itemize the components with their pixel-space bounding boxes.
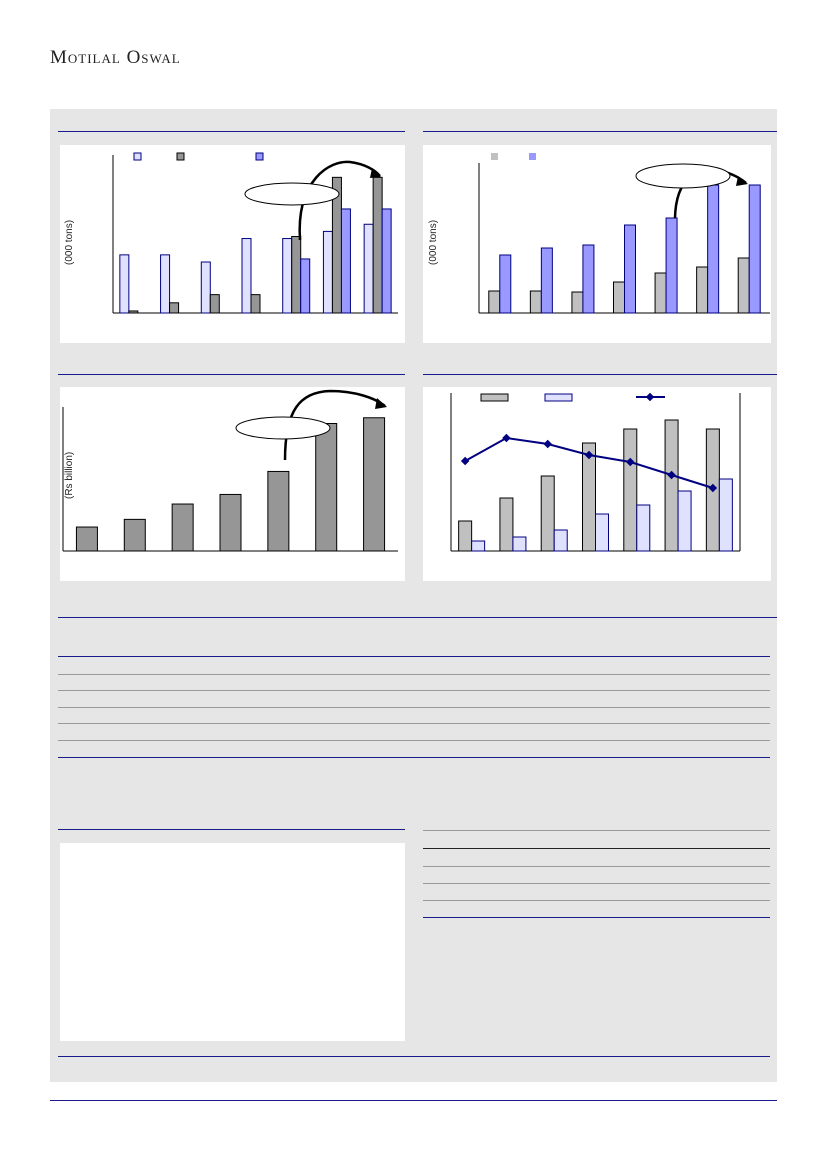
bar: [471, 540, 486, 552]
arrowhead: [370, 168, 381, 178]
bar: [529, 290, 542, 314]
table-row-rule: [58, 707, 770, 708]
bar: [488, 290, 501, 314]
callout-ellipse: [635, 163, 731, 189]
bar: [372, 176, 383, 314]
bar: [315, 423, 338, 552]
bar: [119, 254, 130, 314]
callout-ellipse: [235, 416, 331, 440]
table-row-rule: [58, 674, 770, 675]
table-row-rule: [58, 723, 770, 724]
line-marker: [667, 470, 676, 480]
bar: [171, 503, 194, 552]
bar: [123, 518, 146, 552]
legend-marker: [645, 392, 655, 402]
bar: [322, 230, 333, 314]
divider: [423, 131, 777, 132]
bar: [748, 184, 761, 314]
bar: [200, 261, 211, 314]
bar: [267, 470, 290, 552]
arrowhead: [375, 398, 387, 409]
bar: [664, 419, 679, 552]
bar: [677, 490, 692, 552]
bar: [540, 247, 553, 314]
bar: [512, 536, 527, 552]
line-marker: [626, 457, 635, 467]
bar: [458, 520, 473, 552]
bar: [707, 184, 720, 314]
bar: [241, 238, 252, 314]
bar: [624, 224, 636, 314]
line-marker: [543, 439, 552, 449]
bar: [300, 258, 311, 314]
legend-swatch: [176, 152, 185, 161]
bar: [571, 291, 584, 314]
bar: [160, 254, 171, 314]
bar: [250, 294, 261, 314]
bar: [654, 272, 667, 314]
line-marker: [584, 450, 594, 460]
bar: [219, 493, 242, 552]
table-row-rule: [58, 740, 770, 741]
bar: [613, 281, 625, 314]
table-bottom-rule: [58, 757, 770, 758]
bar: [623, 428, 638, 552]
legend-swatch: [544, 393, 573, 402]
legend-swatch: [491, 153, 498, 160]
legend-swatch: [480, 393, 509, 402]
bar: [718, 478, 733, 552]
divider: [423, 374, 777, 375]
table-top-rule: [58, 656, 770, 657]
line-marker: [460, 456, 470, 466]
arrowhead: [736, 176, 748, 186]
line-marker: [502, 433, 511, 443]
divider: [58, 829, 405, 830]
bar: [340, 208, 351, 314]
bar: [381, 208, 392, 314]
bar: [282, 238, 293, 314]
bar: [540, 475, 555, 552]
legend-swatch: [255, 152, 264, 161]
bar: [499, 254, 512, 314]
pie-box: [60, 843, 405, 1041]
table-row-rule: [423, 830, 770, 831]
bar: [291, 236, 302, 314]
table-header-rule: [423, 848, 770, 849]
bar: [582, 442, 596, 552]
bar: [363, 417, 386, 552]
legend-swatch: [529, 153, 536, 160]
bar: [128, 310, 139, 314]
legend-swatch: [133, 152, 142, 161]
footer-rule: [50, 1100, 777, 1101]
bar: [363, 223, 374, 314]
divider: [58, 374, 405, 375]
bar: [665, 217, 678, 314]
bar: [553, 529, 568, 552]
table-row-rule: [423, 883, 770, 884]
bar: [75, 526, 98, 552]
divider: [58, 131, 405, 132]
bar: [696, 266, 709, 314]
bar: [582, 244, 595, 314]
table-row-rule: [423, 866, 770, 867]
bar: [209, 294, 220, 314]
table-bottom-rule: [423, 917, 770, 918]
bar: [636, 504, 651, 552]
bar: [595, 513, 609, 552]
bar: [737, 257, 750, 314]
table-row-rule: [423, 900, 770, 901]
section-divider: [58, 617, 777, 618]
bar: [499, 497, 514, 552]
brand-logo: Motilal Oswal: [50, 47, 181, 68]
bar: [169, 302, 180, 314]
line-marker: [708, 483, 718, 493]
callout-ellipse: [244, 182, 340, 206]
table-row-rule: [58, 690, 770, 691]
section-divider: [58, 1056, 770, 1057]
